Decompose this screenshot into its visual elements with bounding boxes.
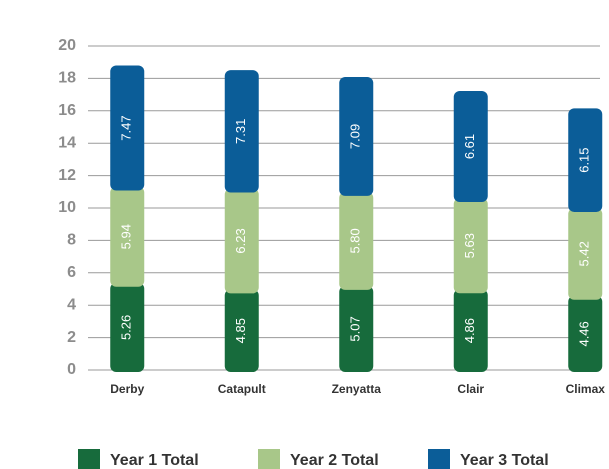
bar-segment — [453, 198, 488, 294]
bar-segment — [224, 70, 259, 193]
value-label: 4.86 — [462, 318, 477, 343]
legend-label: Year 2 Total — [290, 452, 379, 469]
y-tick-label: 10 — [58, 199, 76, 216]
legend-label: Year 3 Total — [460, 452, 549, 469]
y-tick-label: 6 — [67, 264, 76, 281]
bar-segment — [110, 186, 145, 287]
y-tick-label: 4 — [67, 296, 76, 313]
value-label: 6.15 — [577, 147, 592, 172]
bar-segment — [568, 108, 603, 212]
bar-segment — [339, 77, 374, 196]
bar-segment — [224, 289, 259, 372]
y-tick-label: 2 — [67, 329, 76, 346]
x-tick-label: Climax — [566, 382, 606, 396]
x-tick-label: Clair — [457, 382, 484, 396]
y-tick-label: 20 — [58, 37, 76, 54]
value-label: 5.80 — [348, 228, 363, 253]
value-label: 5.63 — [462, 233, 477, 258]
legend-swatch — [428, 449, 450, 469]
legend-swatch — [78, 449, 100, 469]
legend-swatch — [258, 449, 280, 469]
value-label: 6.61 — [462, 134, 477, 159]
value-label: 5.26 — [119, 315, 134, 340]
y-tick-label: 14 — [58, 134, 76, 151]
value-label: 5.42 — [577, 241, 592, 266]
value-label: 5.94 — [119, 224, 134, 249]
bar-segment — [110, 65, 145, 191]
value-label: 7.09 — [348, 124, 363, 149]
value-label: 7.31 — [233, 119, 248, 144]
value-label: 5.07 — [348, 316, 363, 341]
bar-segment — [339, 191, 374, 290]
y-tick-label: 18 — [58, 70, 76, 87]
bar-segment — [568, 295, 603, 372]
value-label: 6.23 — [233, 228, 248, 253]
x-tick-label: Zenyatta — [332, 382, 382, 396]
y-tick-label: 0 — [67, 361, 76, 378]
x-tick-label: Derby — [110, 382, 144, 396]
bar-segment — [339, 285, 374, 372]
bar-segment — [224, 188, 259, 294]
x-tick-label: Catapult — [218, 382, 266, 396]
y-tick-label: 16 — [58, 102, 76, 119]
bar-segment — [568, 207, 603, 300]
y-tick-label: 8 — [67, 232, 76, 249]
y-tick-label: 12 — [58, 167, 76, 184]
bar-segment — [110, 282, 145, 372]
bar-segment — [453, 90, 488, 203]
value-label: 7.47 — [119, 115, 134, 140]
value-label: 4.85 — [233, 318, 248, 343]
legend-label: Year 1 Total — [110, 452, 199, 469]
bar-segment — [453, 289, 488, 372]
value-label: 4.46 — [577, 321, 592, 346]
